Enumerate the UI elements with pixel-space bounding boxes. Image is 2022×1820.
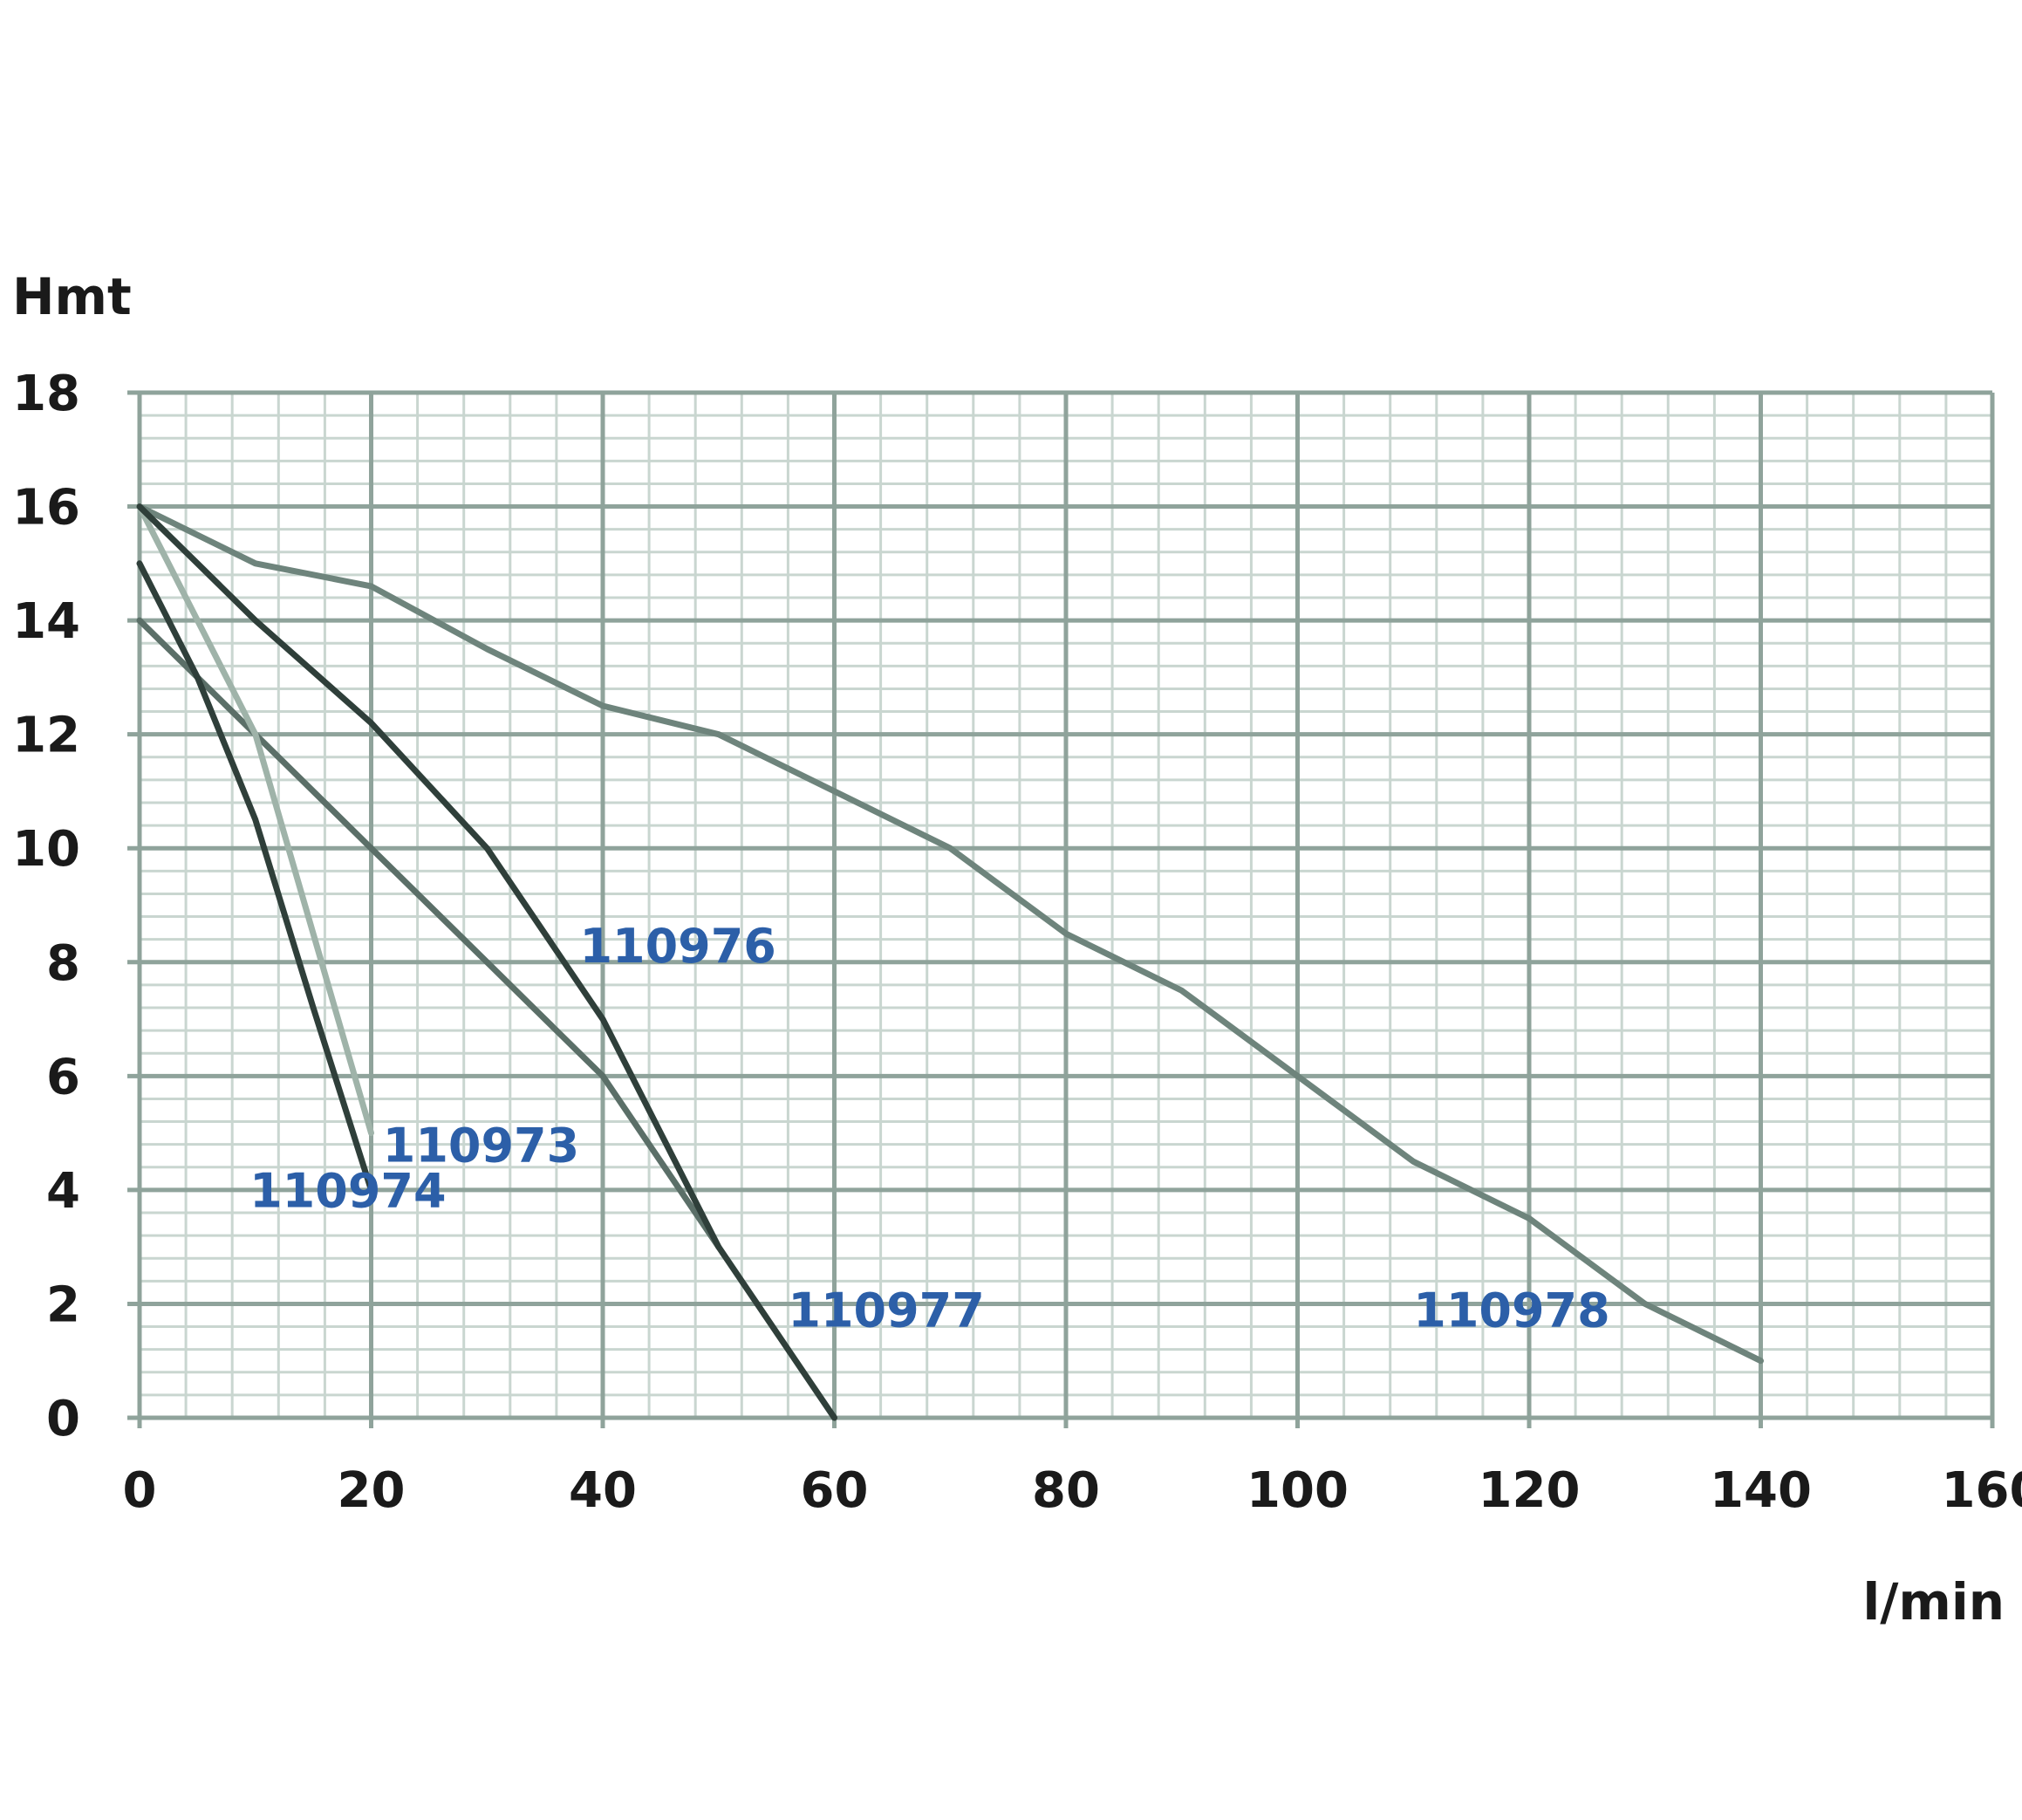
x-axis-title: l/min: [1862, 1572, 2005, 1632]
y-tick-label: 12: [12, 708, 80, 764]
x-tick-label: 20: [338, 1462, 406, 1519]
x-tick-label: 80: [1032, 1462, 1100, 1519]
series-label-110973: 110973: [383, 1118, 579, 1173]
x-tick-label: 40: [569, 1462, 637, 1519]
y-tick-label: 4: [46, 1163, 80, 1220]
series-line-110973: [136, 503, 374, 1137]
series-label-110976: 110976: [579, 919, 775, 974]
y-tick-label: 2: [46, 1276, 80, 1333]
series-group: [136, 503, 1764, 1421]
series-label-110978: 110978: [1413, 1283, 1609, 1338]
y-tick-label: 8: [46, 935, 80, 992]
y-tick-label: 18: [12, 366, 80, 422]
tick-labels: 0 20 40 60 80 100 120 140 160 0 2 4 6 8 10 12 14 16 18: [12, 366, 2022, 1519]
y-tick-label: 6: [46, 1049, 80, 1105]
x-tick-label: 160: [1942, 1462, 2022, 1519]
series-label-110977: 110977: [788, 1283, 984, 1338]
x-tick-label: 100: [1247, 1462, 1349, 1519]
y-tick-label: 10: [12, 821, 80, 878]
series-line-110978: [136, 503, 1764, 1365]
x-tick-label: 120: [1479, 1462, 1581, 1519]
series-label-110974: 110974: [249, 1163, 446, 1218]
x-tick-label: 140: [1710, 1462, 1812, 1519]
series-line-110974: [136, 560, 374, 1194]
series-line-110976: [136, 503, 837, 1421]
y-axis-title: Hmt: [12, 267, 132, 326]
series-line-110977: [136, 617, 722, 1250]
x-tick-label: 60: [801, 1462, 869, 1519]
grid: [127, 390, 1995, 1428]
x-tick-label: 0: [123, 1462, 157, 1519]
y-tick-label: 14: [12, 593, 80, 650]
y-tick-label: 16: [12, 480, 80, 537]
y-tick-label: 0: [46, 1391, 80, 1447]
